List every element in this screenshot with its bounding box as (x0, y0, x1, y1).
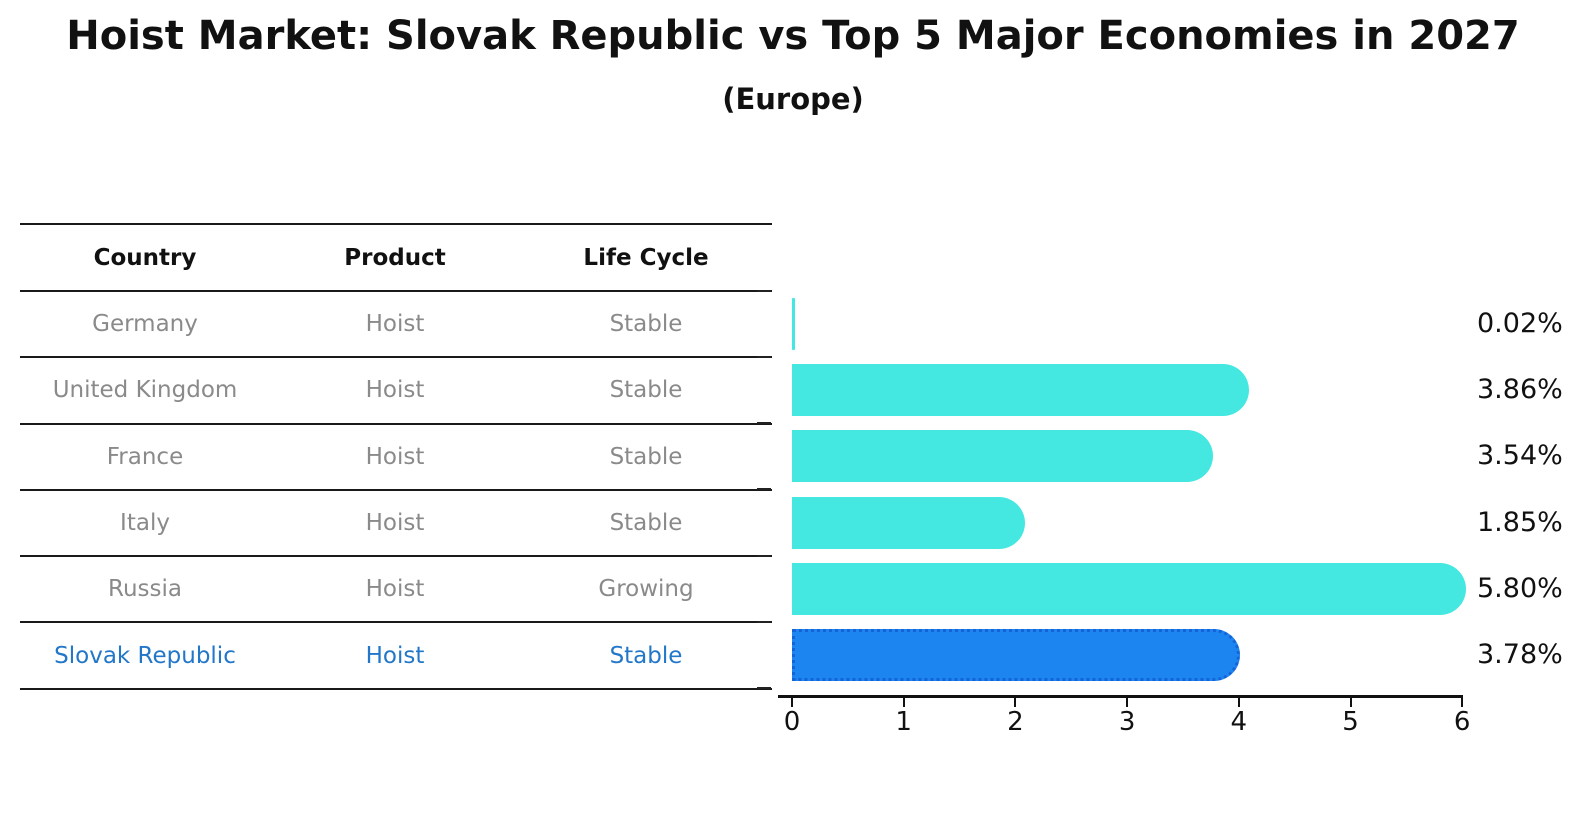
value-label-germany: 0.02% (1477, 307, 1563, 339)
row-lifecycle: Stable (609, 443, 683, 470)
table-row-italy: Italy Hoist Stable (20, 491, 772, 558)
row-lifecycle: Stable (609, 510, 683, 537)
x-axis-tick-label-3: 3 (1118, 707, 1136, 737)
y-axis-tick (757, 687, 771, 690)
y-axis-tick (757, 289, 771, 292)
table-row-united-kingdom: United Kingdom Hoist Stable (20, 358, 772, 425)
x-axis (778, 695, 1463, 698)
table-row-russia: Russia Hoist Growing (20, 557, 772, 624)
row-lifecycle: Stable (609, 311, 683, 338)
value-label-slovak-republic: 3.78% (1477, 639, 1563, 671)
x-axis-tick-label-0: 0 (783, 707, 801, 737)
x-axis-tick-3 (1126, 695, 1129, 707)
y-axis-tick (757, 621, 771, 623)
x-axis-tick-4 (1237, 695, 1240, 707)
row-product: Hoist (365, 510, 425, 537)
row-product: Hoist (365, 576, 425, 603)
row-lifecycle: Stable (609, 642, 683, 669)
column-header-lifecycle: Life Cycle (583, 244, 709, 271)
row-country: Germany (92, 311, 198, 338)
x-axis-tick-1 (902, 695, 905, 707)
y-axis-tick (757, 554, 771, 557)
column-header-country: Country (93, 244, 197, 271)
value-label-russia: 5.80% (1477, 572, 1563, 604)
table-header-row: Country Product Life Cycle (20, 223, 772, 292)
row-product: Hoist (365, 377, 425, 404)
x-axis-tick-label-5: 5 (1342, 707, 1359, 737)
y-axis-tick (757, 422, 771, 425)
bar-germany (792, 297, 795, 350)
table-row-germany: Germany Hoist Stable (20, 292, 772, 359)
y-axis-tick (757, 488, 771, 491)
x-axis-tick-label-1: 1 (895, 707, 912, 737)
value-label-united-kingdom: 3.86% (1477, 373, 1563, 405)
table-rows: Germany Hoist Stable United Kingdom Hois… (20, 292, 772, 690)
row-country: France (106, 443, 184, 470)
chart-subtitle: (Europe) (722, 82, 864, 116)
bar-italy (792, 496, 1025, 549)
row-product: Hoist (365, 443, 425, 470)
row-lifecycle: Growing (598, 576, 694, 603)
column-header-product: Product (344, 244, 446, 271)
row-country: Italy (120, 510, 170, 537)
x-axis-tick-0 (791, 695, 793, 707)
bar-france (792, 430, 1214, 483)
x-axis-tick-5 (1349, 695, 1352, 707)
table-row-france: France Hoist Stable (20, 425, 772, 491)
x-axis-tick-label-6: 6 (1453, 707, 1471, 737)
value-label-france: 3.54% (1477, 440, 1563, 472)
x-axis-tick-6 (1461, 695, 1464, 707)
chart-title: Hoist Market: Slovak Republic vs Top 5 M… (66, 13, 1520, 59)
x-axis-tick-label-4: 4 (1230, 707, 1248, 737)
value-label-italy: 1.85% (1477, 506, 1563, 538)
x-axis-tick-2 (1014, 695, 1017, 707)
bar-united-kingdom (792, 363, 1250, 416)
bar-slovak-republic (792, 629, 1241, 682)
row-product: Hoist (365, 311, 425, 338)
row-country: Russia (108, 576, 182, 603)
table-row-slovak-republic: Slovak Republic Hoist Stable (20, 623, 772, 690)
y-axis-tick (757, 355, 771, 358)
x-axis-tick-label-2: 2 (1007, 707, 1024, 737)
bar-russia (792, 562, 1466, 615)
row-lifecycle: Stable (609, 377, 683, 404)
comparison-table: Country Product Life Cycle Germany Hoist… (20, 223, 772, 690)
row-country: Slovak Republic (54, 642, 236, 669)
row-country: United Kingdom (52, 377, 238, 404)
row-product: Hoist (365, 642, 425, 669)
